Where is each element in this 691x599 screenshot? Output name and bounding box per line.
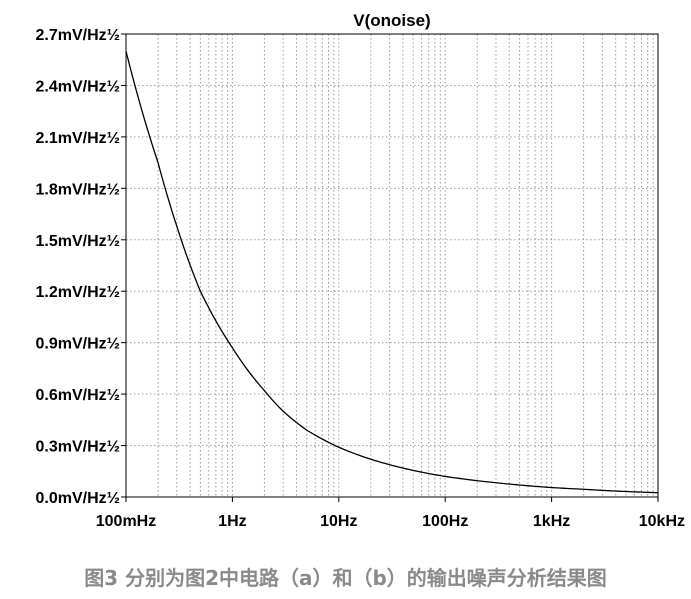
y-tick-label: 0.3mV/Hz½: [36, 439, 120, 456]
y-tick-label: 1.8mV/Hz½: [36, 181, 120, 198]
y-tick-label: 0.0mV/Hz½: [36, 490, 120, 507]
y-tick-label: 0.6mV/Hz½: [36, 387, 120, 404]
y-tick-label: 2.4mV/Hz½: [36, 78, 120, 95]
series-line-onoise: [125, 50, 659, 494]
y-tick-label: 0.9mV/Hz½: [36, 336, 120, 353]
y-tick-label: 1.5mV/Hz½: [36, 233, 120, 250]
x-tick-labels: 100mHz 1Hz 10Hz 100Hz 1kHz 10kHz: [96, 513, 685, 530]
y-tick-label: 2.1mV/Hz½: [36, 130, 120, 147]
x-tick-label: 10kHz: [639, 513, 685, 530]
x-tick-label: 100mHz: [96, 513, 156, 530]
axis-ticks: [121, 33, 659, 502]
x-tick-label: 1kHz: [533, 513, 570, 530]
y-tick-labels: 0.0mV/Hz½ 0.3mV/Hz½ 0.6mV/Hz½ 0.9mV/Hz½ 1.2m…: [36, 27, 120, 507]
figure-caption: 图3 分别为图2中电路（a）和（b）的输出噪声分析结果图: [84, 566, 607, 590]
x-tick-label: 10Hz: [320, 513, 357, 530]
chart-title: V(onoise): [353, 11, 430, 30]
x-tick-label: 1Hz: [218, 513, 246, 530]
y-tick-label: 2.7mV/Hz½: [36, 27, 120, 44]
grid: [126, 34, 658, 497]
y-tick-label: 1.2mV/Hz½: [36, 284, 120, 301]
noise-chart: 0.0mV/Hz½ 0.3mV/Hz½ 0.6mV/Hz½ 0.9mV/Hz½ 1.2m…: [36, 11, 685, 530]
x-tick-label: 100Hz: [422, 513, 468, 530]
plot-frame: [125, 33, 659, 498]
